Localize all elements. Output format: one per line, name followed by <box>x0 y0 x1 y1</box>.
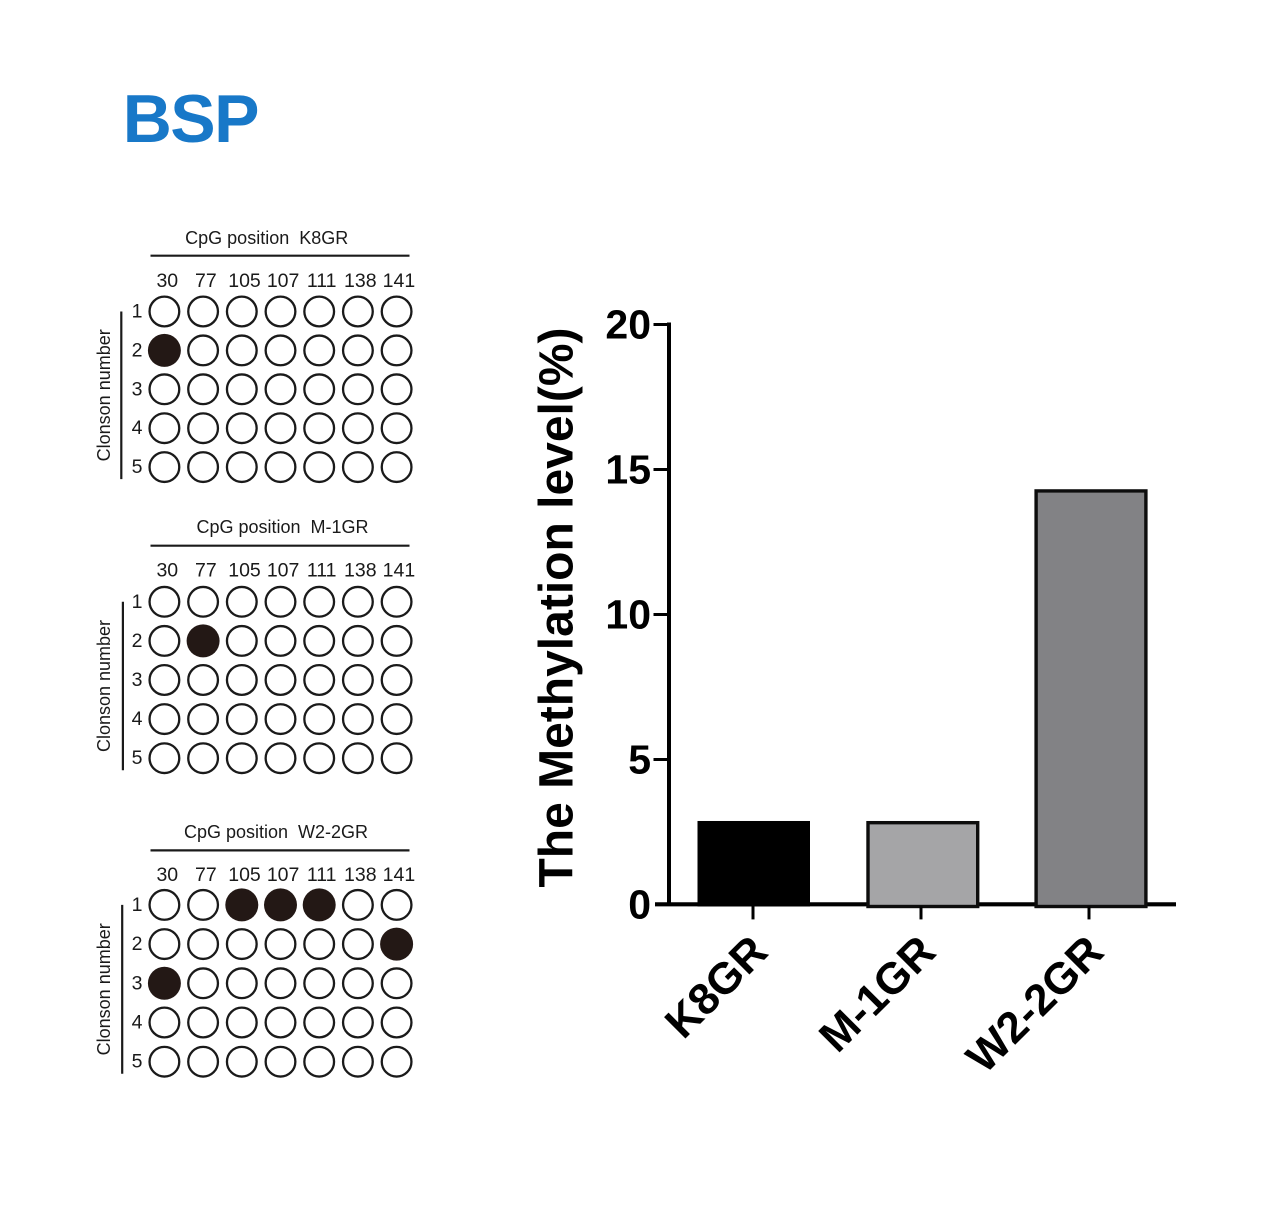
svg-text:138: 138 <box>344 560 377 582</box>
svg-text:141: 141 <box>383 270 416 292</box>
svg-text:5: 5 <box>132 1051 143 1073</box>
svg-text:1: 1 <box>132 591 143 613</box>
svg-text:5: 5 <box>628 737 651 783</box>
svg-text:77: 77 <box>195 560 217 582</box>
svg-text:111: 111 <box>307 560 337 582</box>
svg-text:3: 3 <box>132 972 143 994</box>
svg-text:Clonson number: Clonson number <box>94 620 114 752</box>
svg-text:141: 141 <box>383 560 416 582</box>
svg-text:20: 20 <box>605 302 651 348</box>
svg-text:107: 107 <box>267 864 300 886</box>
svg-text:The Methylation level(%): The Methylation level(%) <box>531 327 584 887</box>
svg-text:111: 111 <box>307 864 337 886</box>
svg-text:BSP: BSP <box>123 81 258 157</box>
svg-text:5: 5 <box>132 747 143 769</box>
svg-text:2: 2 <box>132 339 143 361</box>
svg-text:2: 2 <box>132 630 143 652</box>
svg-text:105: 105 <box>228 270 261 292</box>
svg-text:5: 5 <box>132 456 143 478</box>
svg-text:15: 15 <box>605 447 651 493</box>
svg-text:141: 141 <box>383 864 416 886</box>
svg-text:0: 0 <box>628 882 651 928</box>
svg-text:105: 105 <box>228 560 261 582</box>
svg-text:105: 105 <box>228 864 261 886</box>
svg-text:Clonson number: Clonson number <box>94 329 114 461</box>
svg-text:1: 1 <box>132 301 143 323</box>
svg-text:2: 2 <box>132 933 143 955</box>
svg-text:4: 4 <box>132 1012 143 1034</box>
svg-text:138: 138 <box>344 864 377 886</box>
svg-text:CpG position M-1GR: CpG position M-1GR <box>196 517 368 537</box>
svg-text:77: 77 <box>195 270 217 292</box>
svg-text:1: 1 <box>132 894 143 916</box>
svg-text:CpG position W2-2GR: CpG position W2-2GR <box>184 822 368 842</box>
svg-text:4: 4 <box>132 708 143 730</box>
svg-text:Clonson number: Clonson number <box>94 923 114 1055</box>
svg-text:30: 30 <box>156 270 178 292</box>
svg-text:CpG position K8GR: CpG position K8GR <box>185 228 348 248</box>
svg-text:30: 30 <box>156 560 178 582</box>
svg-text:138: 138 <box>344 270 377 292</box>
svg-text:107: 107 <box>267 270 300 292</box>
svg-text:30: 30 <box>156 864 178 886</box>
svg-text:10: 10 <box>605 592 651 638</box>
svg-text:111: 111 <box>307 270 337 292</box>
svg-text:107: 107 <box>267 560 300 582</box>
svg-text:77: 77 <box>195 864 217 886</box>
svg-text:4: 4 <box>132 417 143 439</box>
svg-text:3: 3 <box>132 669 143 691</box>
svg-text:3: 3 <box>132 378 143 400</box>
